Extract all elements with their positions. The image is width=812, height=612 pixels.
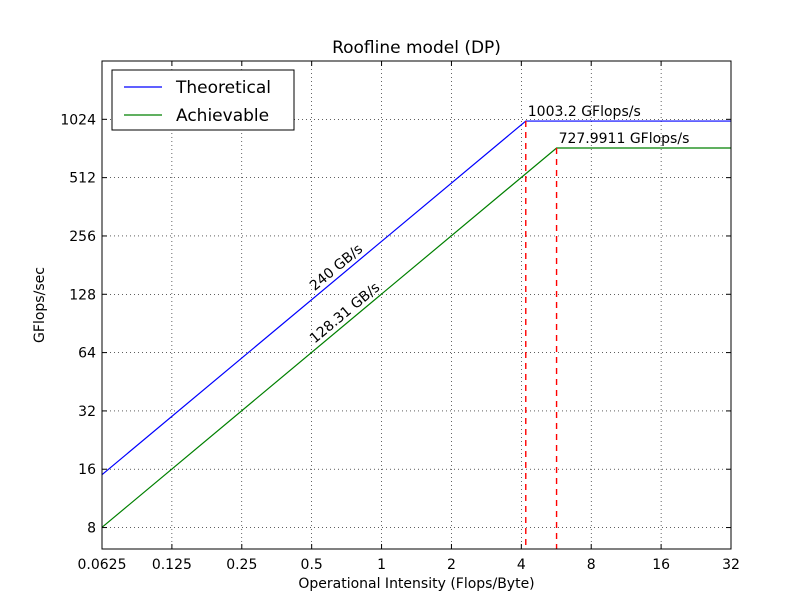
y-tick-label: 128	[69, 287, 96, 303]
x-axis-label: Operational Intensity (Flops/Byte)	[298, 576, 534, 592]
ridge-lines	[525, 121, 558, 549]
legend-box	[111, 69, 295, 131]
legend: Theoretical Achievable	[111, 69, 295, 131]
x-tick-label: 16	[652, 557, 670, 573]
peak-label: 1003.2 GFlops/s	[528, 104, 641, 120]
series-line-theoretical	[101, 120, 731, 476]
legend-label: Theoretical	[175, 78, 271, 98]
y-tick-label: 256	[69, 229, 96, 245]
x-tick-label: 0.25	[226, 557, 257, 573]
peak-label: 727.9911 GFlops/s	[559, 131, 690, 147]
plot-frame	[101, 60, 732, 550]
series-lines	[101, 120, 731, 528]
y-tick-label: 512	[69, 171, 96, 187]
y-tick-label: 32	[78, 404, 96, 420]
legend-label: Achievable	[176, 106, 269, 126]
y-tick-label: 1024	[60, 112, 96, 128]
x-tick-label: 1	[377, 557, 386, 573]
x-tick-label: 0.5	[301, 557, 323, 573]
x-tick-label: 0.0625	[78, 557, 127, 573]
series-line-achievable	[101, 147, 731, 528]
bandwidth-label: 240 GB/s	[307, 241, 366, 294]
y-tick-label: 64	[78, 346, 96, 362]
x-tick-label: 0.125	[152, 557, 192, 573]
y-axis-label: GFlops/sec	[32, 267, 48, 343]
x-tick-label: 32	[722, 557, 740, 573]
chart-title: Roofline model (DP)	[332, 38, 501, 58]
x-tick-label: 2	[447, 557, 456, 573]
x-tick-label: 8	[587, 557, 596, 573]
y-tick-label: 16	[78, 462, 96, 478]
axis-ticks: 0.0625 0.125 0.25 0.5 1 2 4 8 16 32 8 16 32 64 128 256 5…	[60, 61, 740, 573]
x-tick-label: 4	[517, 557, 526, 573]
y-tick-label: 8	[87, 521, 96, 537]
annotations: 1003.2 GFlops/s 240 GB/s 727.9911 GFlops/s…	[307, 104, 689, 347]
